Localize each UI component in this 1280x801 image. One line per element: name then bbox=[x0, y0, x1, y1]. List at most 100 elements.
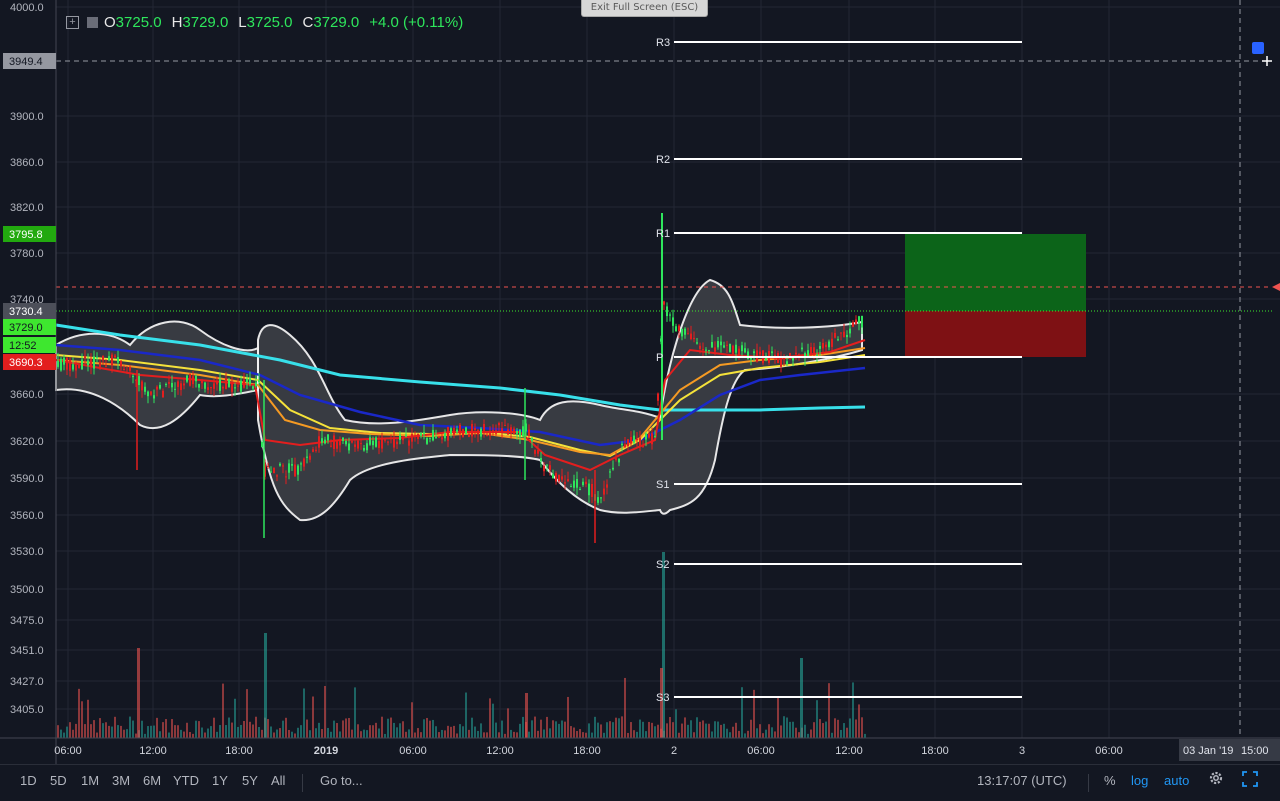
volume-bar bbox=[159, 731, 161, 738]
time-tick-label: 2 bbox=[671, 745, 677, 757]
price-tag bbox=[3, 303, 56, 319]
candle-body bbox=[855, 319, 857, 324]
candle-body bbox=[561, 476, 563, 480]
candle-body bbox=[540, 458, 542, 462]
candle-body bbox=[744, 348, 746, 353]
volume-bar bbox=[483, 732, 485, 738]
volume-bar bbox=[201, 727, 203, 738]
candle-body bbox=[510, 427, 512, 434]
volume-bar bbox=[849, 718, 851, 738]
time-tick-label: 2019 bbox=[314, 745, 338, 757]
volume-bar bbox=[123, 729, 125, 738]
volume-bar bbox=[423, 719, 425, 738]
price-chart[interactable]: R3 R2 R1 P S1 S2 S3 4000.0 3900.0 3860.0 3820.0 37… bbox=[0, 0, 1280, 764]
candle-body bbox=[588, 483, 590, 496]
candle-body bbox=[537, 449, 539, 454]
range-all-button[interactable]: All bbox=[271, 773, 286, 788]
volume-bar bbox=[465, 692, 467, 738]
volume-bar bbox=[621, 716, 623, 738]
price-tag-label: 12:52 bbox=[9, 340, 37, 352]
price-tag bbox=[3, 226, 56, 242]
candle-body bbox=[372, 440, 374, 446]
candle-body bbox=[636, 438, 638, 441]
candle-body bbox=[153, 395, 155, 399]
candle-body bbox=[129, 366, 131, 371]
price-tick-label: 3427.0 bbox=[10, 676, 44, 688]
volume-bar bbox=[669, 716, 671, 738]
volume-bar bbox=[771, 727, 773, 738]
candle-body bbox=[567, 479, 569, 482]
price-tick-label: 3620.0 bbox=[10, 436, 44, 448]
volume-bar bbox=[114, 716, 116, 738]
candle-body bbox=[816, 354, 818, 356]
candle-body bbox=[843, 331, 845, 338]
percent-scale-button[interactable]: % bbox=[1104, 773, 1116, 788]
volume-bar bbox=[711, 731, 713, 738]
candle-body bbox=[699, 345, 701, 349]
volume-spike bbox=[137, 648, 140, 738]
gear-icon[interactable] bbox=[1208, 770, 1224, 789]
candle-body bbox=[693, 337, 695, 339]
volume-bar bbox=[666, 723, 668, 738]
price-tick-label: 3530.0 bbox=[10, 546, 44, 558]
volume-bar bbox=[318, 722, 320, 738]
clock-label[interactable]: 13:17:07 (UTC) bbox=[977, 773, 1067, 788]
volume-bar bbox=[408, 729, 410, 738]
volume-bar bbox=[738, 730, 740, 738]
candle-body bbox=[159, 384, 161, 389]
volume-bar bbox=[105, 722, 107, 738]
expand-legend-icon[interactable]: + bbox=[66, 15, 79, 29]
candle-body bbox=[318, 436, 320, 448]
range-6m-button[interactable]: 6M bbox=[143, 773, 162, 788]
range-1d-button[interactable]: 1D bbox=[20, 773, 37, 788]
exit-fullscreen-button[interactable]: Exit Full Screen (ESC) bbox=[581, 0, 708, 17]
candle-body bbox=[525, 423, 527, 432]
auto-scale-button[interactable]: auto bbox=[1164, 773, 1190, 788]
volume-bar bbox=[861, 717, 863, 738]
log-scale-button[interactable]: log bbox=[1131, 773, 1149, 788]
volume-bar bbox=[732, 726, 734, 738]
volume-bar bbox=[513, 731, 515, 738]
volume-bar bbox=[411, 702, 413, 738]
candle-body bbox=[504, 425, 506, 427]
volume-bar bbox=[765, 729, 767, 738]
volume-bar bbox=[375, 722, 377, 738]
volume-bar bbox=[327, 727, 329, 738]
candle-body bbox=[585, 481, 587, 485]
volume-bar bbox=[534, 716, 536, 738]
volume-spike bbox=[264, 633, 267, 738]
range-5d-button[interactable]: 5D bbox=[50, 773, 67, 788]
range-5y-button[interactable]: 5Y bbox=[242, 773, 258, 788]
volume-bar bbox=[705, 723, 707, 738]
price-tick-label: 3475.0 bbox=[10, 615, 44, 627]
fullscreen-icon[interactable] bbox=[1242, 771, 1258, 790]
candle-body bbox=[462, 429, 464, 438]
volume-bar bbox=[714, 721, 716, 738]
candle-body bbox=[204, 382, 206, 389]
candle-body bbox=[531, 437, 533, 442]
volume-bar bbox=[129, 716, 131, 738]
volume-bar bbox=[417, 728, 419, 738]
volume-bar bbox=[336, 723, 338, 738]
volume-bar bbox=[402, 721, 404, 738]
candle-body bbox=[846, 334, 848, 338]
candle-body bbox=[321, 438, 323, 443]
candle-body bbox=[774, 354, 776, 358]
goto-button[interactable]: Go to... bbox=[320, 773, 363, 788]
candle-body bbox=[849, 328, 851, 334]
volume-bar bbox=[741, 687, 743, 738]
candle-body bbox=[117, 357, 119, 363]
price-tick-label: 3820.0 bbox=[10, 202, 44, 214]
volume-bar bbox=[243, 721, 245, 738]
range-1m-button[interactable]: 1M bbox=[81, 773, 100, 788]
candle-body bbox=[813, 347, 815, 353]
chart-marker-icon[interactable] bbox=[1252, 42, 1264, 54]
range-1y-button[interactable]: 1Y bbox=[212, 773, 228, 788]
volume-bar bbox=[399, 723, 401, 738]
ohlc-legend: + O 3725.0 H 3729.0 L 3725.0 C 3729.0 +4.0 (… bbox=[66, 12, 463, 32]
time-tick-label: 06:00 bbox=[399, 745, 427, 757]
range-ytd-button[interactable]: YTD bbox=[173, 773, 199, 788]
range-3m-button[interactable]: 3M bbox=[112, 773, 131, 788]
candle-body bbox=[612, 467, 614, 470]
volume-bar bbox=[141, 720, 143, 738]
